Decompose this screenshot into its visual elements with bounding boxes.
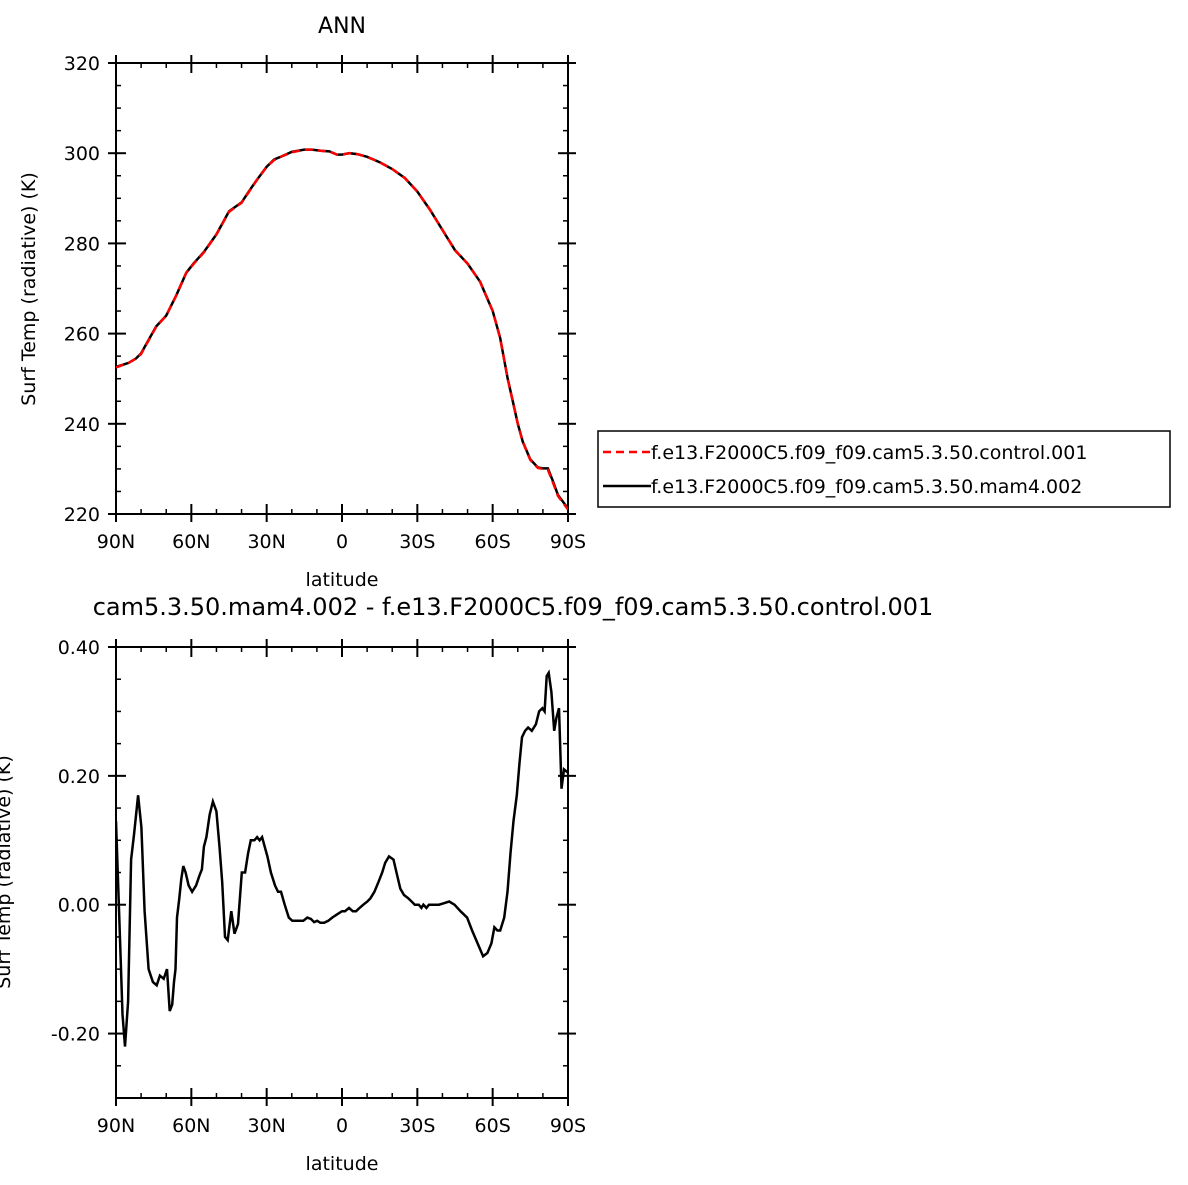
x-tick-label: 90S: [550, 1115, 586, 1137]
bottom-y-axis-label: Surf Temp (radiative) (K): [0, 755, 15, 989]
top-x-ticks: 90N 60N 30N 0 30S 60S 90S: [97, 55, 586, 553]
x-tick-label: 60S: [475, 1115, 511, 1137]
top-title: ANN: [318, 14, 366, 39]
series-line-mam4: [116, 148, 568, 510]
x-tick-label: 30N: [247, 1115, 285, 1137]
x-tick-label: 90N: [97, 531, 135, 553]
legend: f.e13.F2000C5.f09_f09.cam5.3.50.control.…: [597, 430, 1171, 508]
y-tick-label: 320: [64, 53, 100, 75]
bottom-title: cam5.3.50.mam4.002 - f.e13.F2000C5.f09_f…: [93, 593, 934, 621]
legend-label-mam4: f.e13.F2000C5.f09_f09.cam5.3.50.mam4.002: [651, 476, 1082, 498]
y-tick-label: 240: [64, 414, 100, 436]
x-tick-label: 0: [336, 1115, 348, 1137]
top-y-axis-label: Surf Temp (radiative) (K): [18, 172, 40, 406]
bottom-panel: cam5.3.50.mam4.002 - f.e13.F2000C5.f09_f…: [0, 593, 933, 1175]
x-tick-label: 60N: [172, 1115, 210, 1137]
x-tick-label: 90S: [550, 531, 586, 553]
x-tick-label: 0: [336, 531, 348, 553]
y-tick-label: 260: [64, 324, 100, 346]
y-tick-label: 0.20: [58, 766, 100, 788]
series-line-control: [116, 148, 568, 511]
top-plot-frame: [115, 62, 569, 515]
difference-line: [116, 669, 568, 1047]
x-tick-label: 30S: [399, 531, 435, 553]
bottom-y-ticks: -0.20 0.00 0.20 0.40: [51, 637, 576, 1099]
x-tick-label: 30N: [247, 531, 285, 553]
y-tick-label: 300: [64, 143, 100, 165]
bottom-x-ticks: 90N 60N 30N 0 30S 60S 90S: [97, 639, 586, 1137]
bottom-x-axis-label: latitude: [306, 1153, 379, 1175]
x-tick-label: 90N: [97, 1115, 135, 1137]
bottom-plot-frame: [115, 646, 569, 1099]
y-tick-label: -0.20: [51, 1024, 100, 1046]
y-tick-label: 280: [64, 233, 100, 255]
y-tick-label: 220: [64, 504, 100, 526]
top-y-ticks: 220 240 260 280 300 320: [64, 53, 576, 526]
y-tick-label: 0.00: [58, 895, 100, 917]
legend-label-control: f.e13.F2000C5.f09_f09.cam5.3.50.control.…: [651, 442, 1087, 464]
x-tick-label: 60N: [172, 531, 210, 553]
y-tick-label: 0.40: [58, 637, 100, 659]
top-x-axis-label: latitude: [306, 569, 379, 591]
x-tick-label: 60S: [475, 531, 511, 553]
legend-box: [597, 430, 1171, 508]
x-tick-label: 30S: [399, 1115, 435, 1137]
